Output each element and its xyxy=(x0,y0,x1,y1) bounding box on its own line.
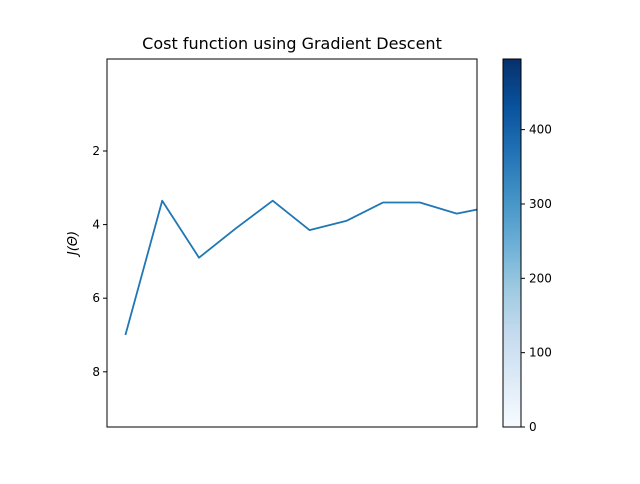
colorbar-ticks: 0 100 200 300 400 xyxy=(521,123,552,434)
chart-title: Cost function using Gradient Descent xyxy=(142,34,442,53)
y-tick-label: 8 xyxy=(92,365,100,379)
y-axis-label: J(Θ) xyxy=(66,231,81,258)
colorbar-tick-label: 200 xyxy=(529,271,552,285)
colorbar-tick-label: 300 xyxy=(529,197,552,211)
colorbar xyxy=(502,58,522,428)
y-tick-label: 2 xyxy=(92,144,100,158)
cost-line-series xyxy=(124,199,477,336)
plot-frame xyxy=(106,58,478,428)
colorbar-tick-label: 0 xyxy=(529,420,537,434)
colorbar-tick-label: 400 xyxy=(529,123,552,137)
y-axis-ticks: 2 4 6 8 xyxy=(92,144,107,379)
colorbar-tick-label: 100 xyxy=(529,346,552,360)
y-tick-label: 6 xyxy=(92,291,100,305)
y-tick-label: 4 xyxy=(92,218,100,232)
